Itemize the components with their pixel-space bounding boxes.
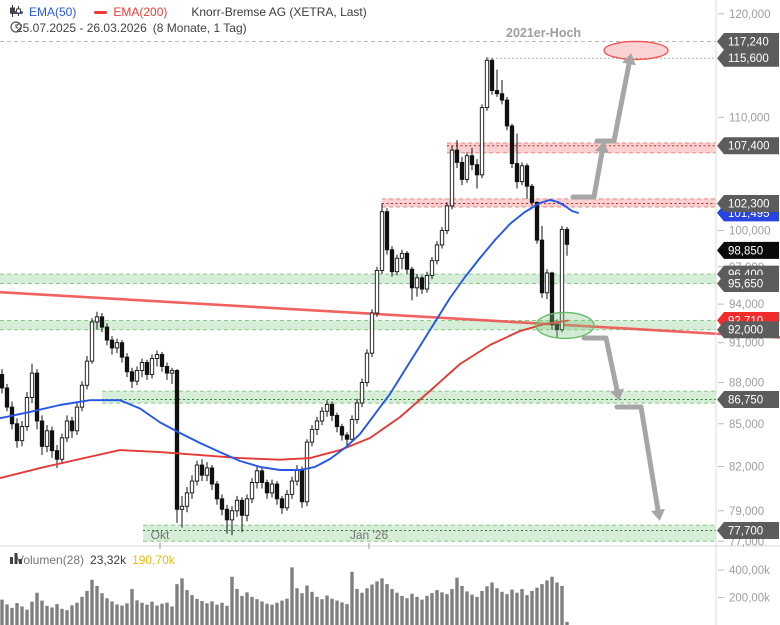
period-label: (8 Monate, 1 Tag) (152, 21, 247, 35)
price-badge: 77,700 (717, 522, 779, 540)
price-badge-label: 86,750 (728, 395, 763, 407)
y-axis-tick-label: 94,000 (729, 299, 764, 311)
price-badge-label: 107,400 (728, 141, 770, 153)
price-badge-label: 92,000 (728, 325, 763, 337)
y-axis-tick-label: 85,000 (729, 419, 764, 431)
y-axis-tick-label: 120,000 (729, 9, 771, 21)
ema200-line (0, 319, 569, 480)
volume-current-value: 23,32k (90, 553, 127, 567)
y-axis-tick-label: 100,000 (729, 226, 771, 238)
y-axis-tick-label: 91,000 (729, 338, 764, 350)
resistance-zone (382, 198, 716, 208)
price-badge: 107,400 (717, 137, 779, 155)
price-badge: 115,600 (717, 49, 779, 67)
arrow-head-up (595, 141, 609, 154)
y-axis-tick-label: 77,000 (729, 536, 764, 548)
projection-arrow (570, 141, 609, 200)
price-badge: 86,750 (717, 391, 779, 409)
trendline (0, 290, 780, 339)
volume-legend: Volumen(28) 23,32k 190,70k (10, 553, 175, 567)
price-badge-label: 115,600 (728, 53, 769, 65)
price-badge-label: 102,300 (728, 199, 770, 211)
candles (0, 57, 570, 536)
y-axis-tick-label: 82,000 (729, 461, 764, 473)
price-badge-label: 117,240 (728, 36, 769, 48)
chart-date-range: 25.07.2025 - 26.03.2026 (8 Monate, 1 Tag… (10, 21, 247, 35)
price-badge-label: 77,700 (728, 526, 763, 538)
support-zone (102, 390, 716, 404)
chart-legend: EMA(50) EMA(200) Knorr-Bremse AG (XETRA,… (10, 5, 367, 19)
projection-arrow (581, 335, 624, 401)
ema50-line (0, 198, 579, 471)
price-badge: 92,000 (717, 321, 779, 339)
date-range-label: 25.07.2025 - 26.03.2026 (16, 21, 147, 35)
reversal-ellipse (535, 311, 595, 340)
y-axis-tick-label: 88,000 (729, 378, 764, 390)
ema200-legend-icon (94, 10, 108, 14)
price-axis[interactable]: 120,000110,000100,00097,00094,00091,0008… (718, 9, 771, 605)
ema200-legend-label: EMA(200) (113, 5, 168, 19)
price-badge: 98,850 (717, 241, 779, 259)
support-zone (0, 273, 716, 284)
price-badge-label: 98,850 (728, 245, 763, 257)
high-annotation: 2021er-Hoch (506, 26, 581, 40)
y-axis-tick-label: 79,000 (729, 506, 764, 518)
arrow-head-down (651, 508, 665, 521)
target-ellipse (603, 40, 669, 61)
support-zone (0, 320, 716, 331)
volume-average-value: 190,70k (132, 553, 175, 567)
instrument-title: Knorr-Bremse AG (XETRA, Last) (191, 5, 367, 19)
price-badge: 117,240 (717, 32, 779, 50)
arrow-head-up (622, 53, 636, 66)
projection-arrow (614, 404, 665, 521)
x-axis-label: Okt (151, 528, 170, 542)
x-axis-label: Jan '26 (350, 528, 389, 542)
volume-axis-tick-label: 200,00k (729, 593, 770, 605)
resistance-zone (447, 142, 716, 154)
arrow-head-down (610, 388, 624, 401)
price-badge: 102,300 (717, 195, 779, 213)
y-axis-tick-label: 110,000 (729, 112, 770, 124)
support-zone (143, 524, 716, 542)
volume-bars (0, 567, 569, 625)
volume-label: Volumen(28) (16, 553, 85, 567)
price-badge-label: 95,650 (728, 278, 763, 290)
projection-arrow (594, 53, 636, 144)
price-badge: 95,650 (717, 274, 779, 292)
volume-axis-tick-label: 400,00k (729, 565, 770, 577)
ema50-legend-label: EMA(50) (29, 5, 77, 19)
